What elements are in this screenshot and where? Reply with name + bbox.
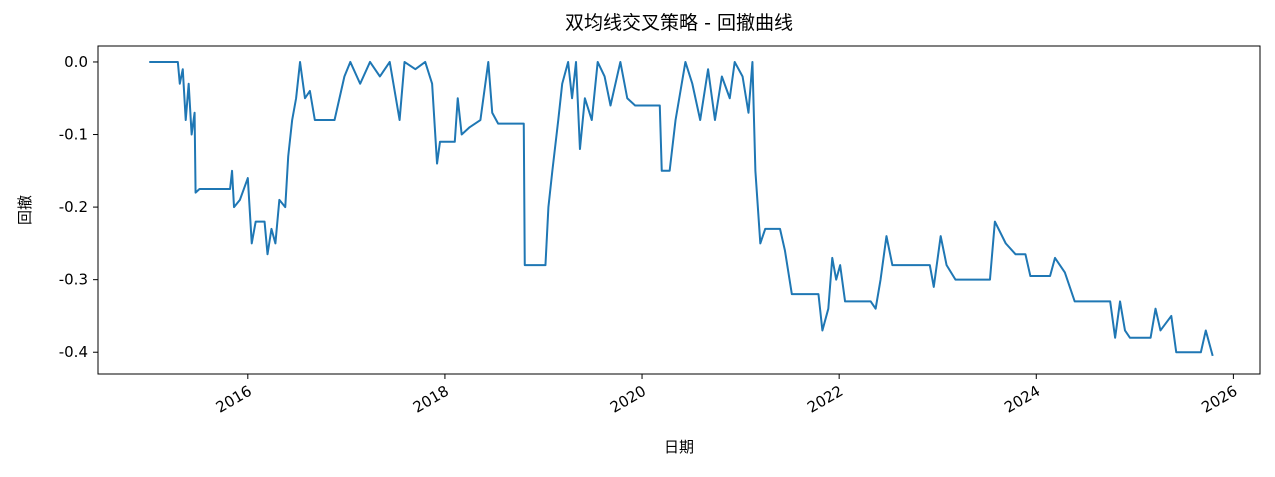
chart-title: 双均线交叉策略 - 回撤曲线 [565, 12, 793, 34]
y-tick-label: -0.4 [59, 343, 88, 361]
y-tick-label: -0.3 [59, 271, 88, 289]
x-tick-label: 2022 [804, 382, 846, 417]
drawdown-line [149, 60, 1214, 357]
x-tick-label: 2020 [607, 382, 649, 417]
x-tick-label: 2016 [213, 382, 255, 417]
x-axis-label: 日期 [664, 438, 694, 456]
x-tick-label: 2024 [1001, 382, 1043, 417]
y-axis-label: 回撤 [16, 195, 34, 225]
axes-frame [97, 45, 1261, 375]
y-tick-label: 0.0 [64, 53, 88, 71]
x-tick-label: 2026 [1198, 382, 1240, 417]
y-tick-label: -0.2 [59, 198, 88, 216]
y-tick-label: -0.1 [59, 126, 88, 144]
x-tick-label: 2018 [410, 382, 452, 417]
